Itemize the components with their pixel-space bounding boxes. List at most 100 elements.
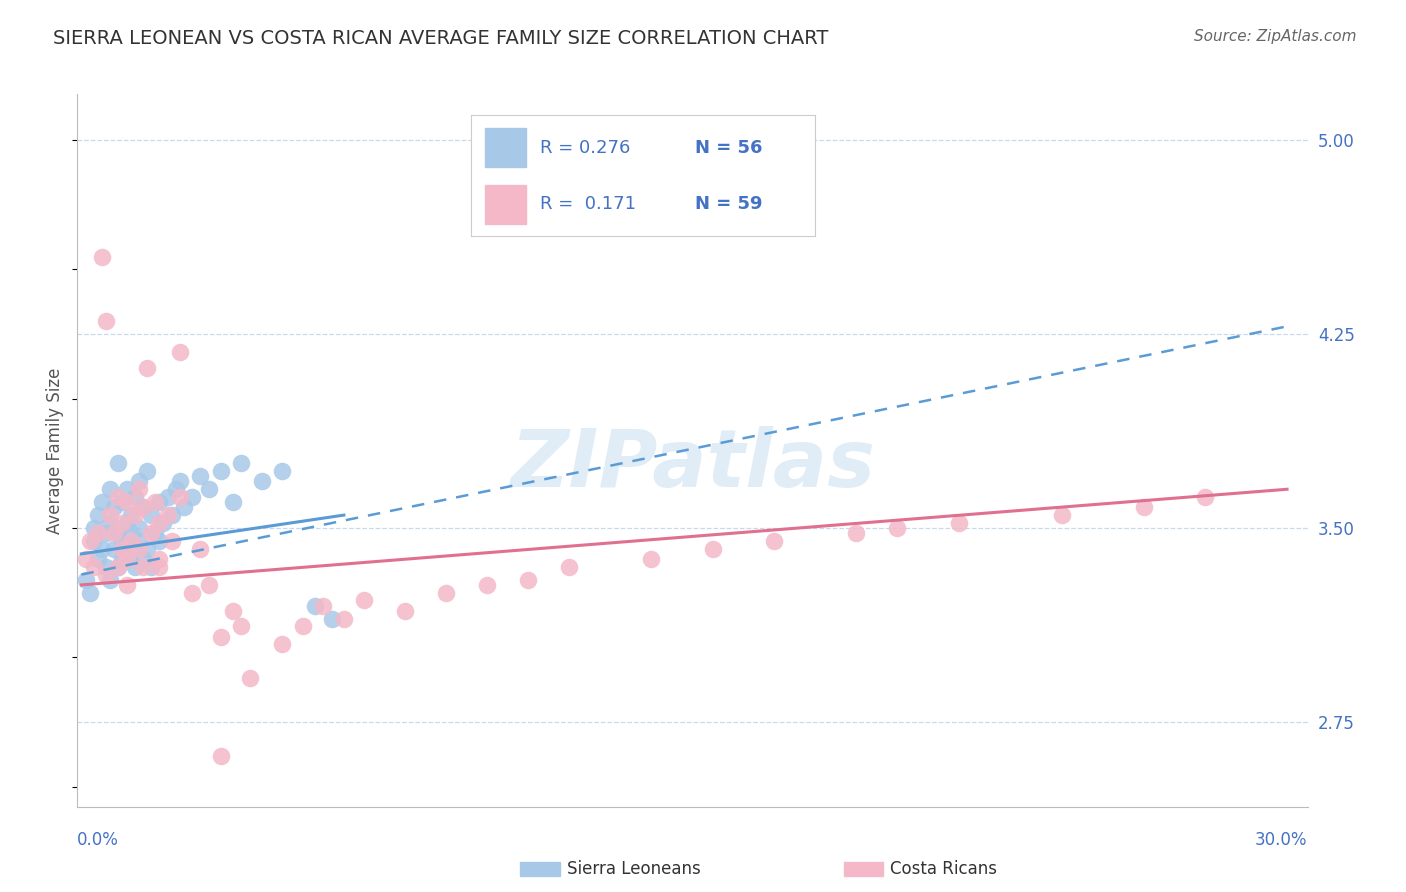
Point	[98, 573, 121, 587]
Point	[173, 500, 195, 515]
Point	[702, 541, 724, 556]
Point	[90, 250, 114, 264]
Point	[111, 533, 134, 548]
Point	[321, 611, 343, 625]
Point	[181, 585, 204, 599]
Point	[111, 495, 134, 509]
Point	[160, 508, 183, 522]
Point	[271, 637, 294, 651]
Point	[141, 526, 163, 541]
Point	[169, 475, 191, 489]
Point	[103, 500, 125, 515]
Point	[148, 559, 170, 574]
Point	[886, 521, 908, 535]
Text: SIERRA LEONEAN VS COSTA RICAN AVERAGE FAMILY SIZE CORRELATION CHART: SIERRA LEONEAN VS COSTA RICAN AVERAGE FA…	[53, 29, 828, 47]
Point	[353, 593, 375, 607]
Point	[271, 464, 294, 478]
Text: 30.0%: 30.0%	[1256, 831, 1308, 849]
Point	[239, 671, 262, 685]
Point	[87, 526, 110, 541]
Point	[83, 533, 105, 548]
Point	[197, 482, 219, 496]
Point	[152, 516, 174, 530]
Point	[103, 541, 125, 556]
Point	[128, 533, 150, 548]
Text: Source: ZipAtlas.com: Source: ZipAtlas.com	[1194, 29, 1357, 44]
Point	[94, 567, 117, 582]
Point	[136, 541, 159, 556]
Point	[517, 573, 540, 587]
Text: Sierra Leoneans: Sierra Leoneans	[567, 860, 700, 878]
Point	[107, 490, 129, 504]
Point	[75, 573, 97, 587]
Point	[222, 604, 245, 618]
Text: 0.0%: 0.0%	[77, 831, 120, 849]
Point	[98, 482, 121, 496]
Point	[148, 533, 170, 548]
Point	[394, 604, 416, 618]
Point	[477, 578, 499, 592]
Point	[250, 475, 273, 489]
Point	[148, 495, 170, 509]
Point	[128, 521, 150, 535]
Point	[222, 495, 245, 509]
Point	[120, 508, 142, 522]
Point	[115, 495, 138, 509]
Point	[148, 516, 170, 530]
Point	[111, 541, 134, 556]
Point	[1194, 490, 1216, 504]
Point	[148, 552, 170, 566]
Point	[231, 456, 253, 470]
Point	[124, 508, 146, 522]
Point	[115, 552, 138, 566]
Point	[120, 533, 142, 548]
Point	[156, 508, 179, 522]
Point	[188, 541, 212, 556]
Point	[94, 559, 117, 574]
Point	[141, 559, 163, 574]
Text: Costa Ricans: Costa Ricans	[890, 860, 997, 878]
Point	[107, 526, 129, 541]
Point	[188, 469, 212, 483]
Point	[845, 526, 868, 541]
Point	[94, 314, 117, 328]
Point	[156, 490, 179, 504]
Point	[111, 516, 134, 530]
Point	[124, 490, 146, 504]
Point	[128, 475, 150, 489]
Point	[181, 490, 204, 504]
Point	[98, 508, 121, 522]
Point	[209, 464, 232, 478]
Point	[115, 482, 138, 496]
Point	[143, 495, 166, 509]
Point	[640, 552, 662, 566]
Point	[90, 541, 114, 556]
Point	[169, 345, 191, 359]
Point	[165, 482, 187, 496]
Point	[1132, 500, 1154, 515]
Point	[197, 578, 219, 592]
Point	[103, 526, 125, 541]
Point	[436, 585, 458, 599]
Point	[79, 533, 101, 548]
Point	[169, 490, 191, 504]
Point	[132, 559, 155, 574]
Point	[948, 516, 970, 530]
Text: ZIPatlas: ZIPatlas	[510, 425, 875, 504]
Point	[83, 559, 105, 574]
Point	[558, 559, 581, 574]
Point	[160, 533, 183, 548]
Point	[132, 552, 155, 566]
Point	[143, 526, 166, 541]
Point	[141, 508, 163, 522]
Point	[231, 619, 253, 633]
Point	[128, 541, 150, 556]
Point	[115, 516, 138, 530]
Point	[291, 619, 314, 633]
Point	[107, 559, 129, 574]
Point	[132, 500, 155, 515]
Point	[120, 547, 142, 561]
Point	[132, 500, 155, 515]
Point	[87, 552, 110, 566]
Point	[90, 495, 114, 509]
